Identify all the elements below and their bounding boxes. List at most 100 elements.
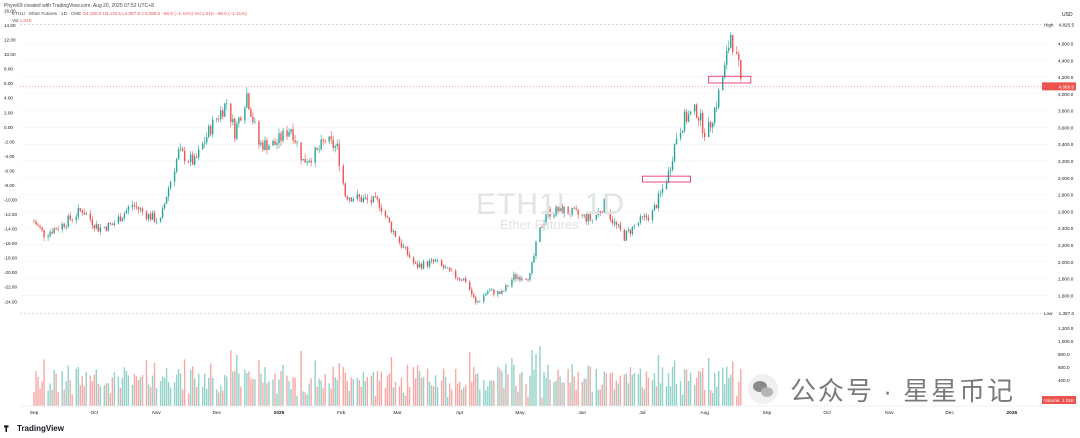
volume-bar [461,389,463,406]
volume-bar [465,384,467,406]
last-price-badge: 4,089.5 [1042,82,1076,91]
candle-body [264,140,266,150]
candle-body [489,290,491,292]
time-tick-label: Sep [30,410,39,416]
candle-body [434,260,437,262]
candle-body [736,52,738,54]
volume-bar [220,385,222,406]
percent-tick-label: 16.00 [4,9,16,14]
candle-body [151,212,154,220]
candle-body [440,259,443,266]
candle-body [105,226,108,231]
volume-bar [527,396,529,406]
candle-body [232,118,234,123]
candle-body [485,293,487,296]
volume-bar [444,376,447,406]
volume-bar [320,380,322,406]
candle-body [288,131,290,137]
volume-bar [736,396,738,406]
candle-body [730,34,732,48]
volume-bar [406,364,409,406]
candle-body [444,267,447,269]
candle-body [701,113,704,133]
volume-bar [661,367,664,406]
volume-bar [525,383,527,406]
volume-bar [521,371,523,406]
candle-body [611,219,614,224]
candle-body [332,139,334,148]
tradingview-logo[interactable]: TradingView [4,424,64,433]
volume-bar [252,378,254,406]
ohlc-values: O4,190.0 H4,119.5 L4,087.5 C4,089.5 −86.… [82,11,247,16]
candle-body [159,218,162,222]
volume-bar [651,380,654,406]
candle-body [683,111,686,131]
candle-body [689,111,692,115]
volume-bar [394,381,397,406]
candle-body [713,107,716,124]
candle-body [581,214,583,216]
candle-body [724,64,726,78]
price-tick-label: 4,400.0 [1058,58,1074,63]
volume-bar [669,386,672,406]
volume-bar [262,382,264,406]
candle-body [53,228,55,234]
volume-bar [292,377,294,406]
candle-body [651,210,654,221]
volume-legend[interactable]: Vol 1.01K [12,18,32,23]
volume-bar [693,385,696,406]
volume-bar [234,370,236,406]
volume-bar [398,386,401,406]
volume-bar [302,391,304,406]
volume-bar [97,383,100,406]
volume-bar [364,381,367,406]
wechat-icon [748,374,778,404]
volume-bar [713,372,716,406]
candle-body [487,291,489,294]
volume-bar [599,389,601,406]
candle-body [35,221,37,225]
candle-body [657,193,660,209]
candle-body [589,214,591,221]
symbol-label: ETH1! · Ether Futures · 1D · CME [12,11,82,16]
price-tick-label: 2,400.0 [1058,226,1074,231]
volume-bar [163,377,166,406]
candle-body [669,169,672,172]
volume-bar [258,360,260,406]
candle-body [244,107,246,121]
volume-bar [513,364,515,406]
annotation-box[interactable] [708,75,752,84]
candle-body [183,150,186,162]
candle-body [175,159,178,172]
candle-body [119,216,122,222]
candle-body [493,289,495,295]
candle-body [559,205,561,212]
candle-body [280,133,282,141]
time-tick-label: Nov [885,410,894,416]
candle-body [693,104,696,112]
candle-body [645,215,648,218]
candle-body [135,206,138,207]
volume-badge-value: 1.01K [1062,398,1075,403]
candle-body [513,274,515,280]
volume-bar [577,371,579,406]
candlestick-chart[interactable]: 26.0024.0022.0020.0018.0016.0014.0012.00… [0,0,1080,421]
volume-bar [352,379,354,406]
volume-bar [125,370,128,406]
footer: TradingView [0,421,1080,438]
candle-body [567,206,569,214]
volume-bar [95,369,97,406]
volume-bar [264,367,266,406]
volume-bar [726,366,728,406]
volume-bar [278,379,280,406]
candle-body [671,161,674,170]
candle-body [173,171,176,182]
price-tick-label: 1,800.0 [1058,277,1074,282]
candle-body [571,207,573,215]
candle-body [141,208,144,212]
time-tick-label: May [515,410,525,416]
symbol-legend[interactable]: ETH1! · Ether Futures · 1D · CME O4,190.… [12,11,247,16]
annotation-box[interactable] [642,175,692,183]
volume-bar [408,387,411,406]
volume-bar [603,371,605,406]
